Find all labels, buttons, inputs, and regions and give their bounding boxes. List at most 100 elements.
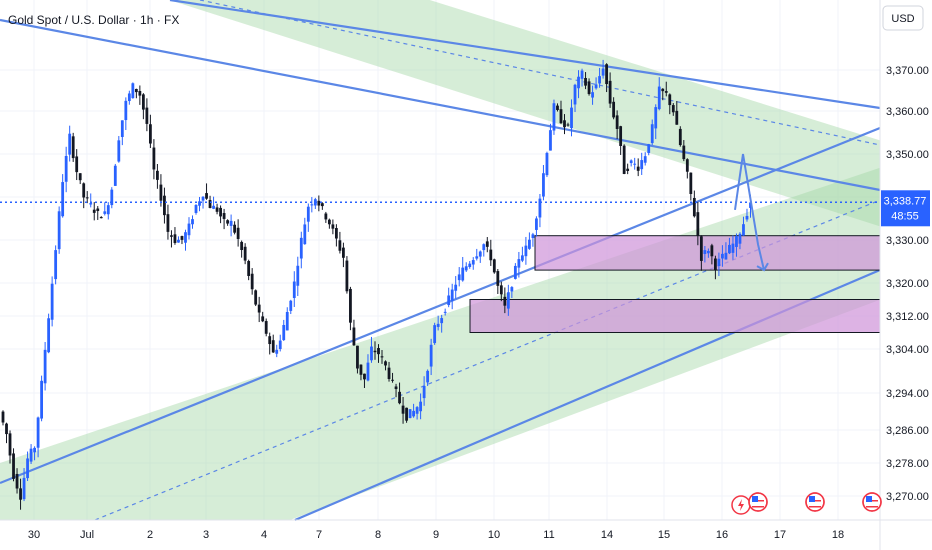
price-tick-label: 3,360.00: [886, 106, 929, 118]
candle-body: [492, 259, 496, 273]
projection-path: [734, 153, 765, 271]
candle-body: [236, 227, 240, 239]
chart-title: Gold Spot / U.S. Dollar · 1h · FX: [8, 13, 179, 27]
price-tick-label: 3,350.00: [886, 149, 929, 161]
candle-body: [43, 349, 47, 384]
candle-body: [320, 203, 324, 207]
candle-body: [92, 209, 96, 213]
candle-body: [282, 324, 286, 341]
candle-body: [268, 336, 272, 345]
candle-body: [506, 292, 510, 309]
currency-button[interactable]: USD: [882, 5, 924, 31]
candle-body: [398, 391, 401, 404]
candle-body: [447, 295, 451, 306]
candle-body: [640, 160, 644, 170]
candle-body: [443, 311, 447, 313]
candle-body: [657, 86, 661, 110]
candle-body: [71, 136, 75, 159]
candle-body: [482, 244, 486, 251]
candle-body: [615, 115, 619, 129]
candle-body: [103, 211, 107, 214]
candle-body: [405, 407, 408, 421]
candle-body: [29, 448, 33, 462]
candle-body: [538, 198, 542, 218]
candle-body: [338, 240, 342, 251]
ascending-channel-top: [0, 126, 881, 485]
candle-body: [735, 236, 738, 247]
candle-body: [15, 473, 19, 489]
candle-body: [685, 159, 689, 172]
candle-body: [401, 405, 405, 414]
time-tick-label: 11: [543, 529, 554, 541]
candle-body: [222, 213, 226, 219]
candle-body: [412, 410, 415, 417]
candle-body: [201, 196, 205, 201]
candle-body: [78, 173, 82, 181]
price-tick-label: 3,278.00: [886, 458, 929, 470]
time-tick-label: 30: [28, 529, 40, 541]
candle-body: [96, 208, 100, 212]
time-tick-label: 16: [716, 529, 728, 541]
candle-body: [608, 80, 612, 104]
candle-body: [580, 70, 584, 79]
descending-channel-fill: [169, 0, 880, 227]
time-axis-labels: 30 Jul 2 3 4 7 8 9 10 11 14 15 16 17 18: [28, 529, 844, 541]
supply-demand-zone: [469, 299, 881, 333]
time-tick-label: 3: [203, 529, 209, 541]
candle-body: [654, 107, 658, 129]
price-tick-label: 3,370.00: [886, 65, 929, 77]
time-tick-label: 18: [832, 529, 844, 541]
us-event-flag-icon[interactable]: [805, 492, 825, 512]
candle-body: [489, 249, 493, 261]
candle-body: [668, 94, 672, 106]
candle-body: [215, 207, 219, 212]
candle-body: [612, 101, 616, 118]
candle-body: [513, 265, 517, 279]
event-icons[interactable]: [731, 492, 882, 515]
candle-body: [721, 253, 724, 259]
candles: [1, 59, 752, 510]
candle-body: [717, 258, 721, 266]
candle-body: [110, 189, 114, 206]
candle-body: [524, 245, 528, 257]
news-flash-icon[interactable]: [731, 495, 751, 515]
candle-body: [349, 288, 352, 323]
candle-body: [563, 120, 566, 128]
candle-body: [629, 160, 633, 164]
candle-body: [138, 90, 142, 96]
candle-body: [33, 447, 36, 453]
candle-body: [127, 93, 131, 102]
candle-body: [559, 109, 563, 124]
candle-body: [728, 244, 731, 254]
candle-body: [661, 88, 665, 92]
time-tick-label: 8: [375, 529, 381, 541]
price-tick-label: 3,304.00: [886, 344, 929, 356]
zone-layer: [469, 235, 881, 333]
candle-body: [356, 345, 359, 369]
time-tick-label: 2: [147, 529, 153, 541]
candle-body: [517, 259, 521, 268]
candle-body: [250, 273, 254, 290]
candle-body: [191, 219, 194, 225]
candle-body: [626, 168, 630, 171]
candle-body: [503, 296, 507, 306]
us-event-flag-icon[interactable]: [748, 492, 768, 512]
candle-body: [5, 423, 8, 435]
candle-body: [324, 213, 328, 220]
candle-body: [706, 250, 710, 254]
candle-body: [303, 224, 307, 245]
candle-body: [520, 255, 524, 261]
candle-body: [113, 165, 117, 186]
candle-body: [85, 197, 89, 199]
us-event-flag-icon[interactable]: [862, 492, 882, 512]
candle-body: [177, 239, 180, 243]
candle-body: [275, 349, 279, 354]
candle-body: [233, 224, 237, 233]
candle-body: [461, 267, 465, 281]
candle-body: [468, 263, 472, 268]
candle-body: [647, 144, 651, 153]
candle-body: [292, 281, 296, 298]
